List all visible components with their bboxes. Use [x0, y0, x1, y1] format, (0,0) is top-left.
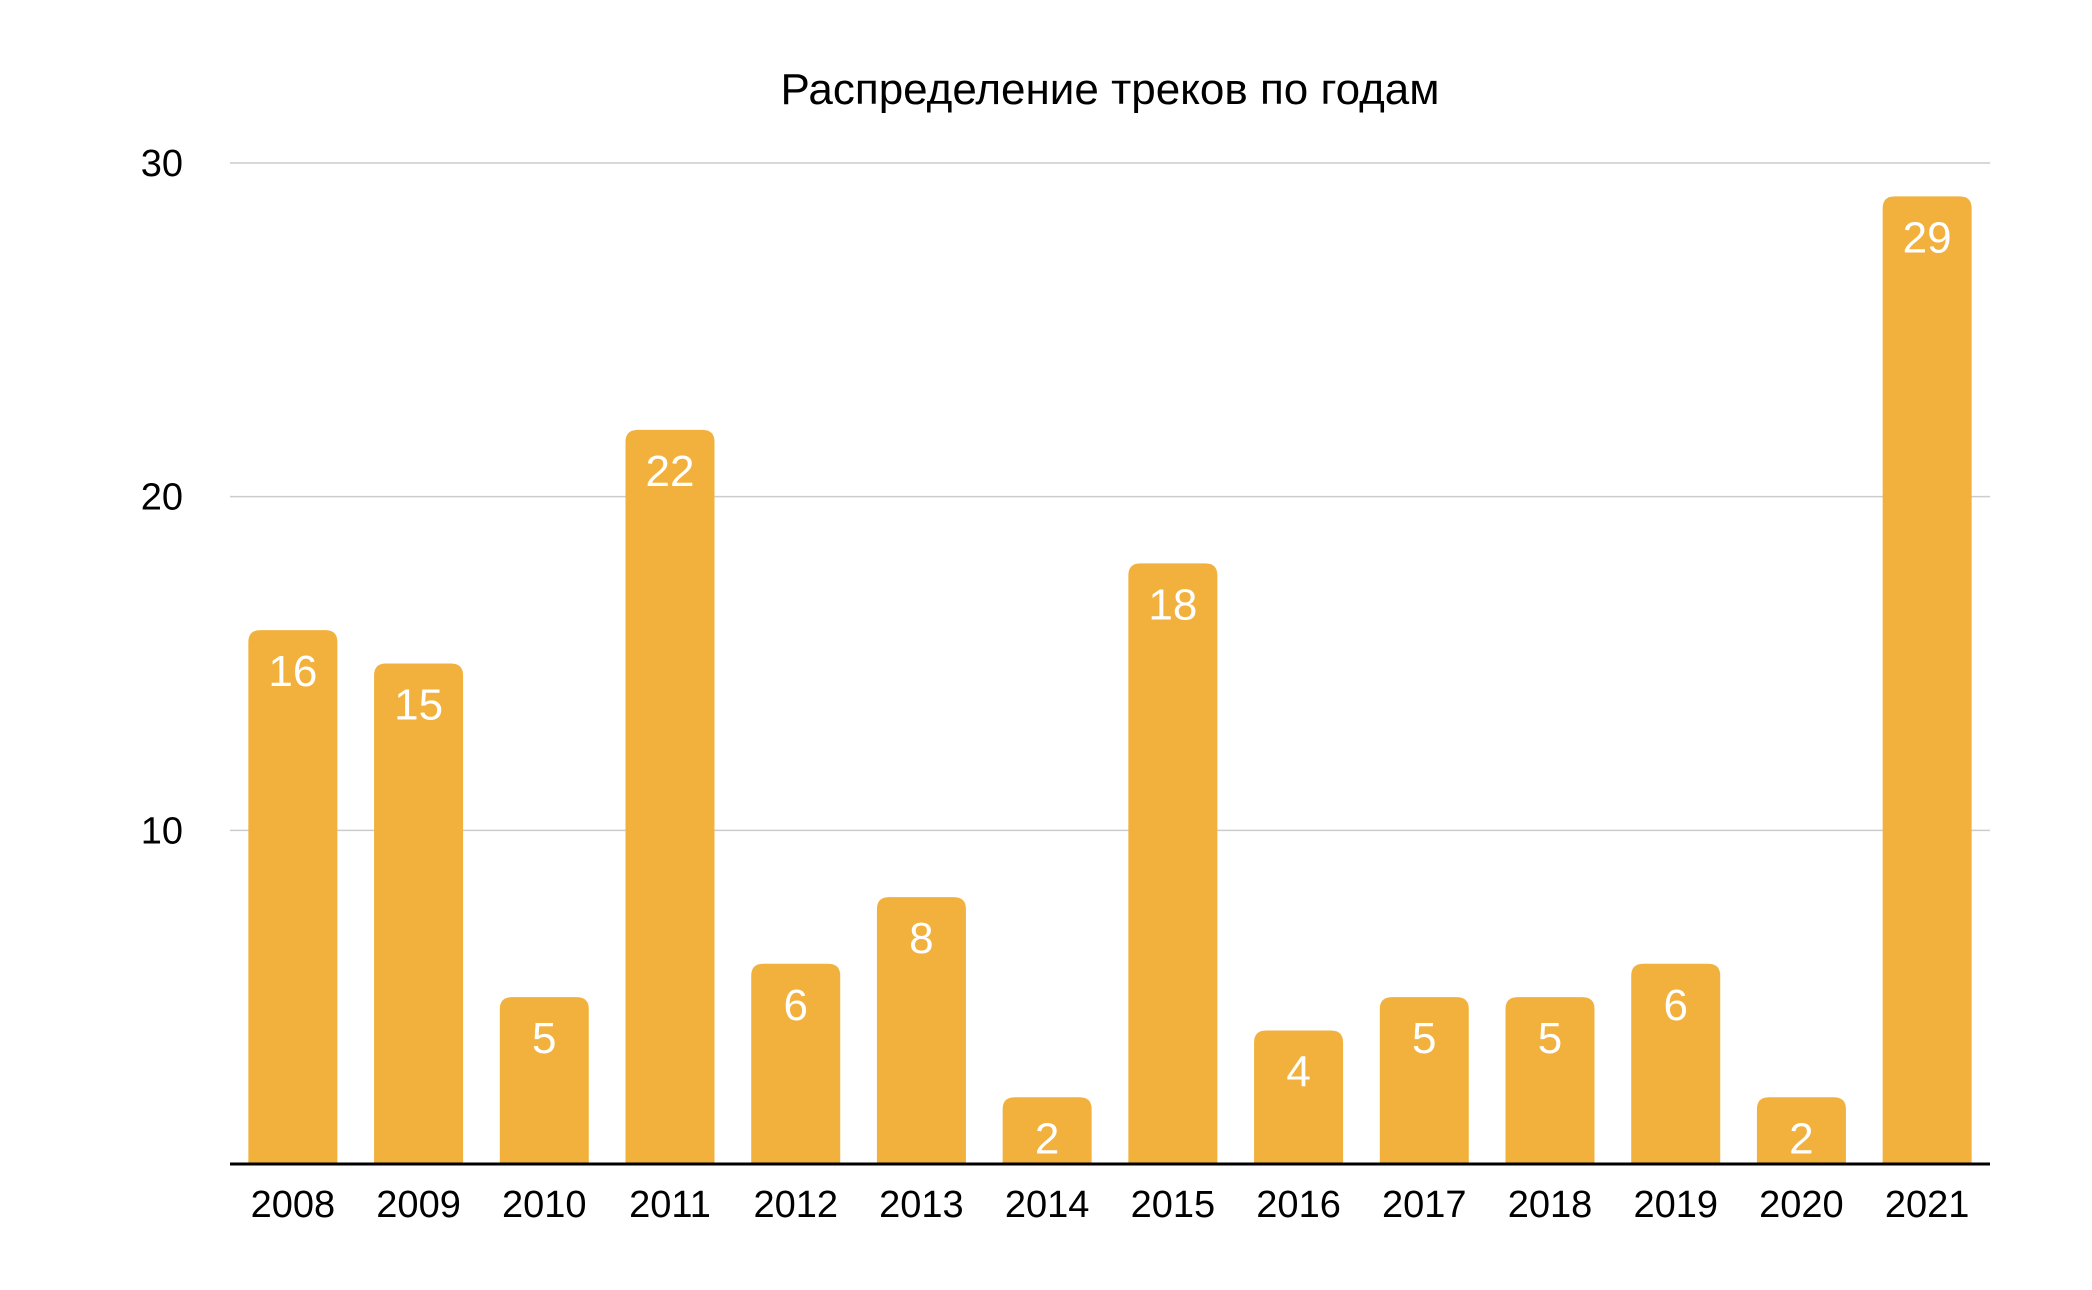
bar-2012 — [751, 963, 841, 1164]
bar-2010 — [499, 997, 589, 1164]
data-label-2020: 2 — [1789, 1114, 1813, 1163]
bar-2019 — [1631, 963, 1721, 1164]
data-label-2021: 29 — [1903, 213, 1952, 262]
bar-2017 — [1379, 997, 1469, 1164]
bar-2015 — [1128, 563, 1218, 1164]
x-tick-label-2011: 2011 — [629, 1184, 711, 1226]
x-tick-label-2015: 2015 — [1131, 1184, 1216, 1226]
data-label-2008: 16 — [268, 647, 317, 696]
data-label-2016: 4 — [1286, 1048, 1310, 1097]
data-label-2012: 6 — [783, 981, 807, 1030]
x-tick-label-2014: 2014 — [1005, 1184, 1090, 1226]
data-label-2019: 6 — [1663, 981, 1687, 1030]
x-tick-label-2008: 2008 — [251, 1184, 336, 1226]
x-tick-label-2019: 2019 — [1633, 1184, 1718, 1226]
data-label-2018: 5 — [1538, 1014, 1562, 1063]
data-labels: 16 15 5 22 6 8 2 18 4 5 5 6 2 29 — [268, 213, 1951, 1163]
y-axis-ticks: 10 20 30 — [141, 143, 183, 852]
bar-2014 — [1002, 1097, 1092, 1164]
bar-2018 — [1505, 997, 1595, 1164]
bar-2020 — [1756, 1097, 1846, 1164]
data-label-2011: 22 — [646, 447, 695, 496]
bar-2016 — [1254, 1030, 1344, 1164]
data-label-2017: 5 — [1412, 1014, 1436, 1063]
bar-2013 — [876, 897, 966, 1164]
y-tick-label: 10 — [141, 810, 183, 852]
data-label-2014: 2 — [1035, 1114, 1059, 1163]
x-tick-label-2013: 2013 — [879, 1184, 964, 1226]
x-tick-label-2021: 2021 — [1885, 1184, 1970, 1226]
bar-2008 — [248, 630, 338, 1164]
bars — [248, 196, 1972, 1164]
grid-lines — [230, 162, 1990, 832]
x-tick-label-2016: 2016 — [1256, 1184, 1341, 1226]
data-label-2010: 5 — [532, 1014, 556, 1063]
x-tick-label-2012: 2012 — [753, 1184, 838, 1226]
x-tick-label-2010: 2010 — [502, 1184, 587, 1226]
bar-2011 — [625, 429, 715, 1164]
bar-2021 — [1882, 196, 1972, 1164]
y-tick-label: 20 — [141, 477, 183, 519]
x-axis-ticks: 2008 2009 2010 2011 2012 2013 2014 2015 2016 2017… — [251, 1184, 1970, 1226]
data-label-2015: 18 — [1148, 580, 1197, 629]
x-tick-label-2018: 2018 — [1508, 1184, 1593, 1226]
x-tick-label-2020: 2020 — [1759, 1184, 1844, 1226]
x-tick-label-2009: 2009 — [376, 1184, 461, 1226]
y-tick-label: 30 — [141, 143, 183, 185]
data-label-2009: 15 — [394, 681, 443, 730]
bar-2009 — [374, 663, 464, 1164]
x-tick-label-2017: 2017 — [1382, 1184, 1467, 1226]
data-label-2013: 8 — [909, 914, 933, 963]
chart-title: Распределение треков по годам — [781, 65, 1440, 114]
